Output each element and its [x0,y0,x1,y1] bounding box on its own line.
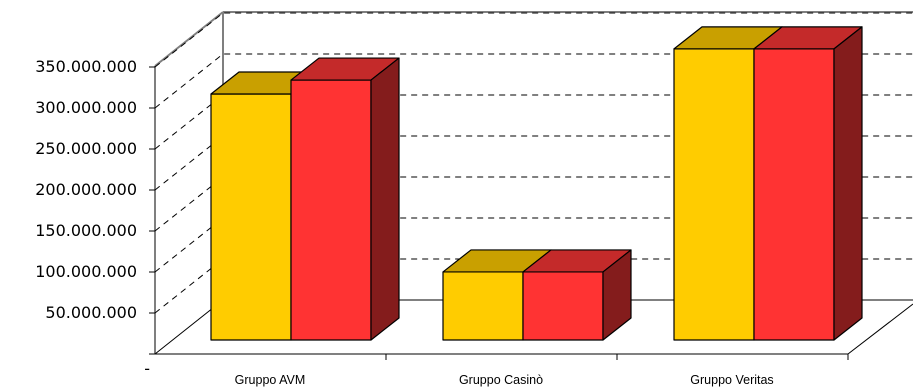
bar [522,271,604,341]
x-tick-label: Gruppo AVM [235,373,306,387]
x-axis: Gruppo AVM Gruppo Casinò Gruppo Veritas [235,354,849,387]
y-tick-label: 50.000.000 [45,303,137,322]
y-tick-label: 100.000.000 [35,262,137,281]
x-tick-label: Gruppo Casinò [459,373,543,387]
bar [442,271,524,341]
y-tick-label: - [144,359,150,378]
y-tick-label: 150.000.000 [35,221,137,240]
floor-right-edge [847,303,913,355]
bar [753,48,835,341]
bar-side [370,57,400,341]
bar [290,79,372,341]
y-tick-label: 250.000.000 [35,139,137,158]
bar [673,48,755,341]
bar-side [833,26,863,341]
x-tick-label: Gruppo Veritas [690,373,773,387]
side-wall-top [154,11,224,67]
y-axis: - 50.000.000 100.000.000 150.000.000 200.000… [35,57,155,378]
y-tick-label: 350.000.000 [35,57,137,76]
y-tick-label: 200.000.000 [35,180,137,199]
bars [210,26,863,341]
y-tick-label: 300.000.000 [35,98,137,117]
bar-side [602,249,632,341]
bar [210,93,292,341]
